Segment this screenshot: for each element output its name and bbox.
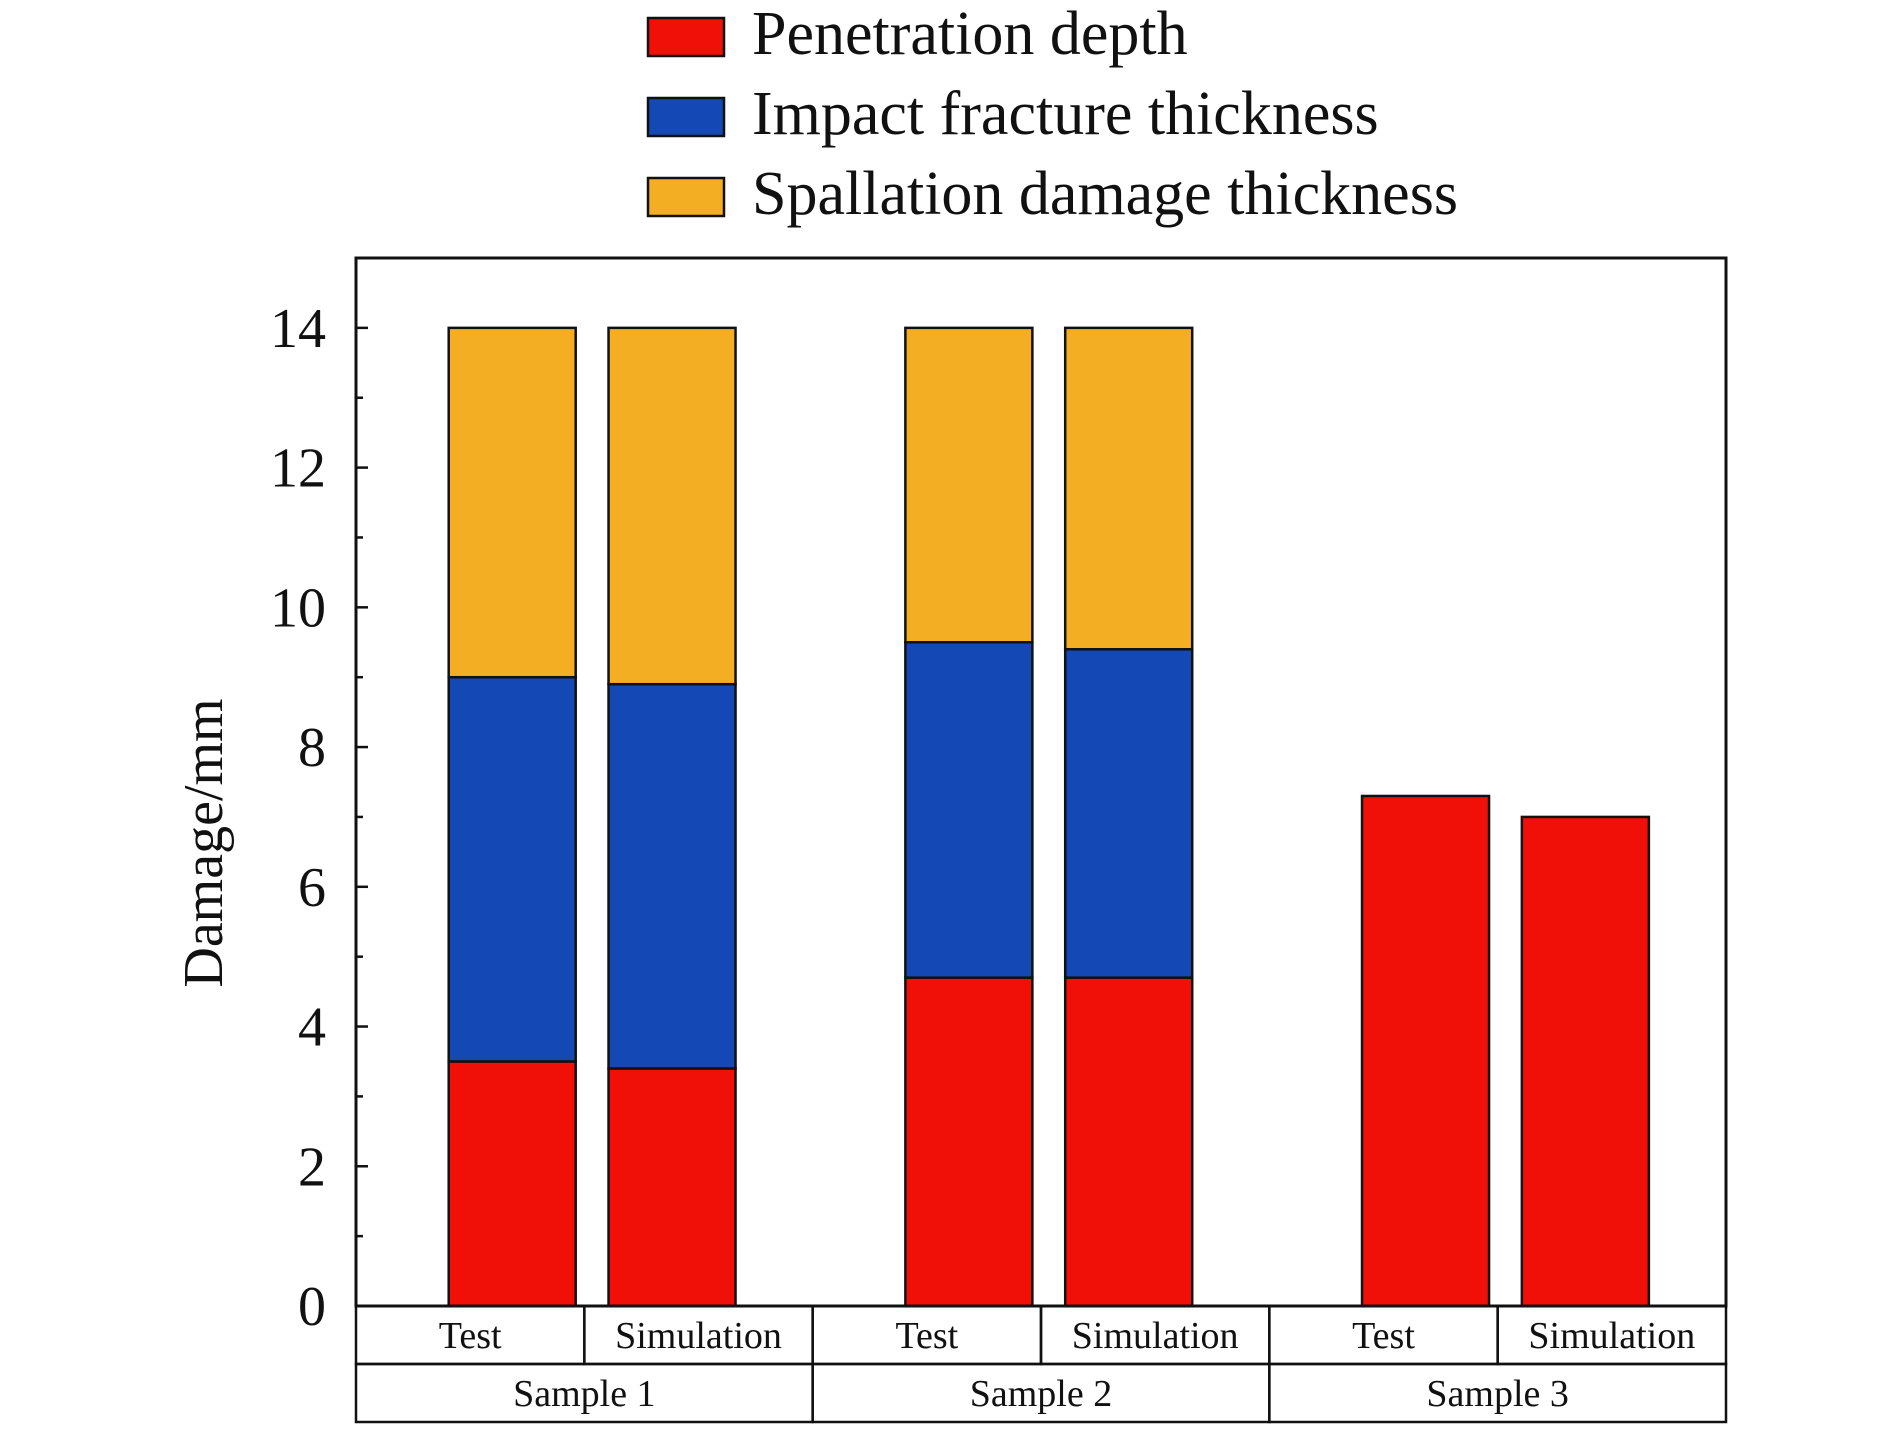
legend-swatch [646, 16, 726, 58]
bar-segment-impact-fracture-thickness [447, 675, 577, 1063]
bar-segment-spallation-damage-thickness [904, 326, 1034, 644]
x-axis-table: Test Simulation Test Simulation Test Simulati… [354, 1304, 1728, 1424]
category-label: Test [1352, 1315, 1415, 1357]
y-tick-label: 6 [298, 857, 326, 919]
bar-segment-penetration-depth [1063, 976, 1194, 1308]
category-label: Test [895, 1315, 958, 1357]
bar-segment-impact-fracture-thickness [1063, 648, 1194, 979]
bar-segment-penetration-depth [904, 976, 1034, 1308]
category-label: Test [439, 1315, 502, 1357]
bars [447, 326, 1651, 1308]
group-label: Sample 3 [1426, 1373, 1568, 1415]
legend-label: Penetration depth [752, 0, 1188, 68]
bar-segment-spallation-damage-thickness [447, 326, 577, 679]
group-label: Sample 1 [513, 1373, 655, 1415]
legend: Penetration depth Impact fracture thickne… [646, 0, 1458, 228]
y-tick-label: 12 [270, 438, 326, 500]
bar-segment-spallation-damage-thickness [607, 326, 737, 686]
y-axis-label: Damage/mm [173, 698, 235, 987]
category-label: Simulation [1528, 1315, 1695, 1357]
bar-segment-penetration-depth [447, 1060, 577, 1308]
y-tick-label: 2 [298, 1136, 326, 1198]
bar-segment-impact-fracture-thickness [607, 682, 737, 1070]
bar-segment-penetration-depth [1360, 794, 1491, 1308]
y-tick-label: 10 [270, 577, 326, 639]
bar-segment-penetration-depth [1520, 815, 1651, 1308]
bar-segment-impact-fracture-thickness [904, 641, 1034, 979]
category-label: Simulation [1072, 1315, 1239, 1357]
legend-swatch [646, 176, 726, 218]
legend-label: Impact fracture thickness [752, 80, 1379, 148]
legend-label: Spallation damage thickness [752, 160, 1458, 228]
category-label: Simulation [615, 1315, 782, 1357]
y-tick-label: 0 [298, 1276, 326, 1338]
legend-swatch [646, 96, 726, 138]
y-tick-label: 8 [298, 717, 326, 779]
y-tick-label: 14 [270, 298, 326, 360]
group-cell [1268, 1362, 1728, 1424]
y-axis: 0 2 4 6 8 10 12 14 [270, 298, 368, 1338]
group-label: Sample 2 [970, 1373, 1112, 1415]
bar-segment-penetration-depth [607, 1067, 737, 1308]
y-tick-label: 4 [298, 997, 326, 1059]
bar-segment-spallation-damage-thickness [1063, 326, 1194, 651]
